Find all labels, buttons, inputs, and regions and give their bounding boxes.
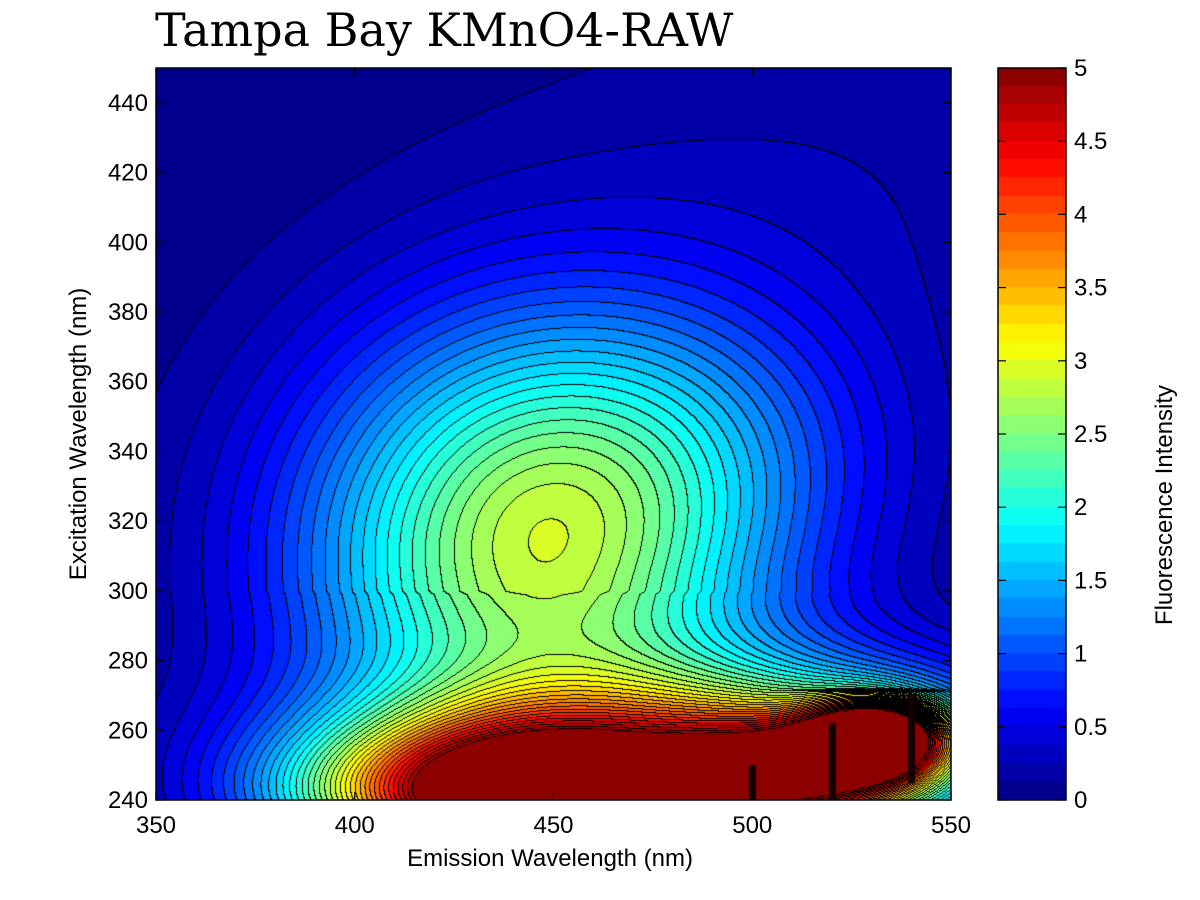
colorbar-tick-label: 0.5 [1074, 714, 1107, 741]
y-tick-label: 380 [108, 299, 148, 326]
x-axis-label: Emission Wavelength (nm) [407, 845, 693, 872]
colorbar-tick-label: 4 [1074, 201, 1087, 228]
colorbar-gradient [998, 68, 1066, 800]
y-tick-label: 360 [108, 369, 148, 396]
x-tick-label: 450 [533, 812, 573, 839]
colorbar-tick-label: 2.5 [1074, 421, 1107, 448]
plot-area: 350 400 450 500 550 240 260 280 300 320 340 360 380… [108, 67, 971, 839]
contour-field [156, 68, 951, 800]
colorbar-axis: 0 0.5 1 1.5 2 2.5 3 3.5 4 4.5 5 [998, 55, 1107, 814]
y-tick-label: 300 [108, 578, 148, 605]
colorbar-tick-label: 1 [1074, 641, 1087, 668]
colorbar: 0 0.5 1 1.5 2 2.5 3 3.5 4 4.5 5 [997, 55, 1107, 814]
colorbar-tick-label: 2 [1074, 494, 1087, 521]
y-tick-label: 260 [108, 717, 148, 744]
x-tick-label: 550 [931, 812, 971, 839]
x-tick-label: 400 [335, 812, 375, 839]
y-tick-label: 320 [108, 508, 148, 535]
x-axis: 350 400 450 500 550 [136, 68, 971, 839]
x-tick-label: 500 [732, 812, 772, 839]
chart-title: Tampa Bay KMnO4-RAW [155, 3, 734, 57]
y-axis-label: Excitation Wavelength (nm) [65, 288, 92, 581]
y-tick-label: 420 [108, 160, 148, 187]
colorbar-tick-label: 3.5 [1074, 275, 1107, 302]
y-tick-label: 280 [108, 648, 148, 675]
colorbar-label: Fluorescence Intensity [1151, 385, 1178, 625]
colorbar-tick-label: 3 [1074, 348, 1087, 375]
colorbar-tick-label: 0 [1074, 787, 1087, 814]
y-tick-label: 440 [108, 90, 148, 117]
colorbar-tick-label: 4.5 [1074, 128, 1107, 155]
colorbar-tick-label: 1.5 [1074, 567, 1107, 594]
x-tick-label: 350 [136, 812, 176, 839]
y-tick-label: 400 [108, 229, 148, 256]
y-tick-label: 240 [108, 787, 148, 814]
y-axis: 240 260 280 300 320 340 360 380 400 420 440 [108, 90, 951, 814]
y-tick-label: 340 [108, 438, 148, 465]
colorbar-tick-label: 5 [1074, 55, 1087, 82]
